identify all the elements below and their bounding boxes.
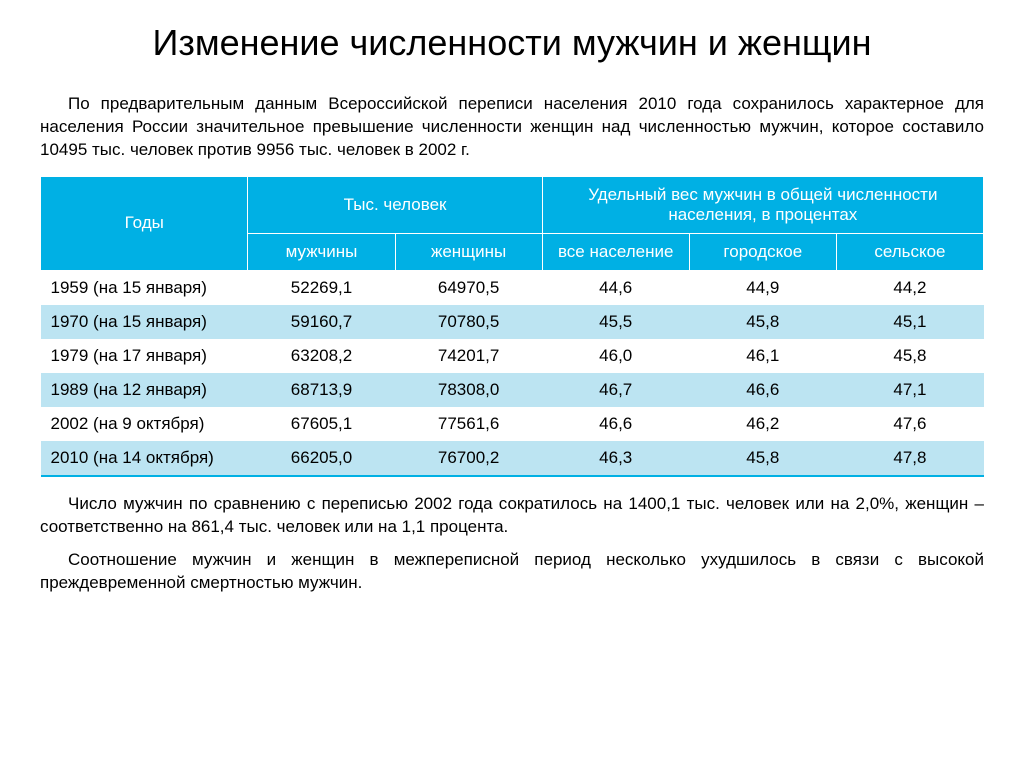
col-header-urban: городское xyxy=(689,233,836,270)
cell-rural: 47,8 xyxy=(836,441,983,476)
cell-men: 63208,2 xyxy=(248,339,395,373)
cell-rural: 45,8 xyxy=(836,339,983,373)
cell-year: 1989 (на 12 января) xyxy=(41,373,248,407)
col-header-women: женщины xyxy=(395,233,542,270)
table-row: 2010 (на 14 октября) 66205,0 76700,2 46,… xyxy=(41,441,984,476)
col-header-rural: сельское xyxy=(836,233,983,270)
cell-men: 68713,9 xyxy=(248,373,395,407)
table-row: 1959 (на 15 января) 52269,1 64970,5 44,6… xyxy=(41,270,984,305)
cell-all: 45,5 xyxy=(542,305,689,339)
cell-women: 74201,7 xyxy=(395,339,542,373)
cell-women: 70780,5 xyxy=(395,305,542,339)
cell-all: 46,7 xyxy=(542,373,689,407)
page-title: Изменение численности мужчин и женщин xyxy=(40,20,984,65)
cell-rural: 44,2 xyxy=(836,270,983,305)
cell-rural: 47,6 xyxy=(836,407,983,441)
cell-men: 66205,0 xyxy=(248,441,395,476)
table-row: 1979 (на 17 января) 63208,2 74201,7 46,0… xyxy=(41,339,984,373)
table-row: 2002 (на 9 октября) 67605,1 77561,6 46,6… xyxy=(41,407,984,441)
intro-paragraph: По предварительным данным Всероссийской … xyxy=(40,93,984,162)
cell-women: 77561,6 xyxy=(395,407,542,441)
cell-all: 46,0 xyxy=(542,339,689,373)
cell-rural: 47,1 xyxy=(836,373,983,407)
cell-women: 76700,2 xyxy=(395,441,542,476)
cell-urban: 46,2 xyxy=(689,407,836,441)
cell-rural: 45,1 xyxy=(836,305,983,339)
cell-urban: 44,9 xyxy=(689,270,836,305)
col-header-share: Удельный вес мужчин в общей численности … xyxy=(542,176,983,233)
cell-year: 1959 (на 15 января) xyxy=(41,270,248,305)
table-row: 1989 (на 12 января) 68713,9 78308,0 46,7… xyxy=(41,373,984,407)
paragraph-2: Соотношение мужчин и женщин в межперепис… xyxy=(40,549,984,595)
cell-men: 59160,7 xyxy=(248,305,395,339)
cell-urban: 46,6 xyxy=(689,373,836,407)
cell-year: 2002 (на 9 октября) xyxy=(41,407,248,441)
cell-men: 67605,1 xyxy=(248,407,395,441)
col-header-all: все население xyxy=(542,233,689,270)
cell-urban: 45,8 xyxy=(689,441,836,476)
table-row: 1970 (на 15 января) 59160,7 70780,5 45,5… xyxy=(41,305,984,339)
cell-men: 52269,1 xyxy=(248,270,395,305)
cell-urban: 45,8 xyxy=(689,305,836,339)
population-table: Годы Тыс. человек Удельный вес мужчин в … xyxy=(40,176,984,477)
cell-all: 46,6 xyxy=(542,407,689,441)
col-header-years: Годы xyxy=(41,176,248,270)
col-header-thousand: Тыс. человек xyxy=(248,176,542,233)
cell-year: 1979 (на 17 января) xyxy=(41,339,248,373)
cell-year: 1970 (на 15 января) xyxy=(41,305,248,339)
cell-year: 2010 (на 14 октября) xyxy=(41,441,248,476)
cell-all: 46,3 xyxy=(542,441,689,476)
cell-urban: 46,1 xyxy=(689,339,836,373)
col-header-men: мужчины xyxy=(248,233,395,270)
cell-women: 64970,5 xyxy=(395,270,542,305)
paragraph-1: Число мужчин по сравнению с переписью 20… xyxy=(40,493,984,539)
cell-women: 78308,0 xyxy=(395,373,542,407)
cell-all: 44,6 xyxy=(542,270,689,305)
